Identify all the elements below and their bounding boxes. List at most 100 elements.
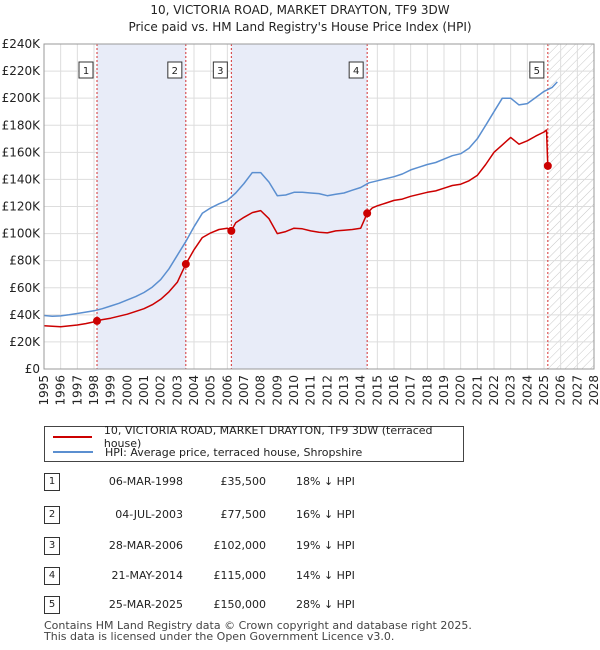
- x-tick-label: 2027: [570, 375, 584, 406]
- sale-hpi-diff: 14% ↓ HPI: [296, 569, 355, 582]
- x-tick-label: 2018: [420, 375, 434, 406]
- footer-line-2: This data is licensed under the Open Gov…: [44, 630, 395, 643]
- sale-label-box: [212, 61, 228, 79]
- series-lines: [43, 81, 558, 328]
- legend-item-hpi: HPI: Average price, terraced house, Shro…: [53, 445, 362, 459]
- sale-point: [227, 226, 236, 235]
- sale-price: £77,500: [220, 508, 267, 521]
- sale-point: [543, 161, 552, 170]
- sale-date: 25-MAR-2025: [108, 598, 183, 611]
- sale-hpi-diff: 18% ↓ HPI: [296, 475, 355, 488]
- sale-row: 1 06-MAR-1998 £35,500 18% ↓ HPI: [44, 473, 464, 493]
- footer-line-1: Contains HM Land Registry data © Crown c…: [44, 619, 472, 632]
- y-tick-label: £0: [25, 362, 40, 376]
- sale-hpi-diff: 16% ↓ HPI: [296, 508, 355, 521]
- legend-label-hpi: HPI: Average price, terraced house, Shro…: [105, 445, 363, 459]
- x-tick-label: 2008: [254, 375, 268, 406]
- sale-number-badge: 3: [44, 537, 60, 555]
- axes: £0 £20K £40K £60K £80K £100K £120K £140K £160K £1…: [2, 37, 600, 406]
- x-tick-label: 2019: [437, 375, 451, 406]
- sale-label-number: 1: [83, 66, 89, 77]
- sale-number-badge: 1: [44, 473, 60, 491]
- x-tick-label: 2011: [304, 375, 318, 406]
- y-tick-label: £40K: [9, 308, 41, 322]
- x-tick-label: 2013: [337, 375, 351, 406]
- plot-frame: [43, 43, 595, 370]
- sale-row: 2 04-JUL-2003 £77,500 16% ↓ HPI: [44, 506, 464, 526]
- sale-number-badge: 4: [44, 567, 60, 585]
- x-tick-label: 2006: [220, 375, 234, 406]
- x-tick-label: 2014: [354, 375, 368, 406]
- sale-hpi-diff: 19% ↓ HPI: [296, 539, 355, 552]
- sale-point: [363, 209, 372, 218]
- sale-point: [181, 260, 190, 269]
- y-tick-label: £160K: [2, 145, 42, 159]
- sale-label-box: [78, 61, 94, 79]
- legend-swatch-property: [53, 436, 92, 438]
- sale-point: [93, 316, 101, 325]
- sale-number-badge: 2: [44, 506, 60, 524]
- x-tick-label: 2028: [587, 375, 600, 406]
- x-tick-label: 2012: [320, 375, 334, 406]
- x-tick-label: 2025: [537, 375, 551, 406]
- legend: 10, VICTORIA ROAD, MARKET DRAYTON, TF9 3…: [44, 424, 464, 462]
- sale-date: 06-MAR-1998: [108, 475, 183, 488]
- x-tick-label: 1999: [104, 375, 118, 406]
- x-tick-label: 1998: [87, 375, 101, 406]
- legend-swatch-hpi: [53, 451, 93, 453]
- sale-price: £150,000: [213, 598, 267, 611]
- x-tick-label: 2010: [287, 375, 301, 406]
- sale-label-number: 3: [217, 66, 223, 77]
- y-tick-label: £80K: [9, 254, 41, 268]
- sale-label-number: 5: [534, 66, 540, 77]
- sale-label-box: [348, 61, 364, 79]
- sale-period-shading: [97, 44, 368, 369]
- sale-label-box: [529, 61, 545, 79]
- chart-title: 10, VICTORIA ROAD, MARKET DRAYTON, TF9 3…: [150, 3, 449, 17]
- x-tick-label: 2023: [504, 375, 518, 406]
- y-tick-label: £140K: [2, 172, 42, 186]
- sale-label-number: 2: [172, 66, 178, 77]
- x-tick-label: 2026: [554, 375, 568, 406]
- shaded-range: [231, 44, 368, 369]
- sale-price: £35,500: [220, 475, 267, 488]
- sale-row: 4 21-MAY-2014 £115,000 14% ↓ HPI: [44, 567, 464, 587]
- legend-item-property: 10, VICTORIA ROAD, MARKET DRAYTON, TF9 3…: [53, 424, 463, 450]
- x-tick-label: 2004: [187, 375, 201, 406]
- x-tick-label: 2009: [270, 375, 284, 406]
- y-tick-label: £180K: [2, 118, 42, 132]
- x-tick-label: 2017: [404, 375, 418, 406]
- x-tick-label: 2015: [370, 375, 384, 406]
- x-tick-label: 1995: [37, 375, 51, 406]
- x-tick-label: 2016: [387, 375, 401, 406]
- x-tick-label: 2000: [120, 375, 134, 406]
- y-tick-label: £120K: [2, 200, 42, 214]
- x-tick-label: 2007: [237, 375, 251, 406]
- sale-row: 3 28-MAR-2006 £102,000 19% ↓ HPI: [44, 537, 464, 557]
- x-tick-label: 1997: [70, 375, 84, 406]
- series-line-property: [43, 129, 552, 328]
- y-tick-label: £200K: [2, 91, 42, 105]
- sale-number-badge: 5: [44, 596, 60, 614]
- y-tick-label: £240K: [2, 37, 42, 51]
- x-tick-label: 1996: [54, 375, 68, 406]
- sale-row: 5 25-MAR-2025 £150,000 28% ↓ HPI: [44, 596, 464, 616]
- y-tick-label: £220K: [2, 64, 42, 78]
- x-tick-label: 2020: [454, 375, 468, 406]
- sale-price: £102,000: [213, 539, 267, 552]
- series-line-hpi: [43, 81, 558, 317]
- x-tick-label: 2005: [204, 375, 218, 406]
- sale-label-box: [167, 61, 183, 79]
- x-tick-label: 2002: [154, 375, 168, 406]
- sale-label-number: 4: [353, 66, 359, 77]
- y-tick-label: £20K: [9, 335, 41, 349]
- x-tick-label: 2024: [520, 375, 534, 406]
- price-chart: 10, VICTORIA ROAD, MARKET DRAYTON, TF9 3…: [2, 3, 600, 406]
- sale-hpi-diff: 28% ↓ HPI: [296, 598, 355, 611]
- legend-label-property: 10, VICTORIA ROAD, MARKET DRAYTON, TF9 3…: [103, 424, 433, 450]
- x-tick-label: 2003: [170, 375, 184, 406]
- chart-subtitle: Price paid vs. HM Land Registry's House …: [128, 20, 471, 34]
- sale-price: £115,000: [213, 569, 267, 582]
- sale-date: 21-MAY-2014: [111, 569, 183, 582]
- shaded-range: [97, 44, 186, 369]
